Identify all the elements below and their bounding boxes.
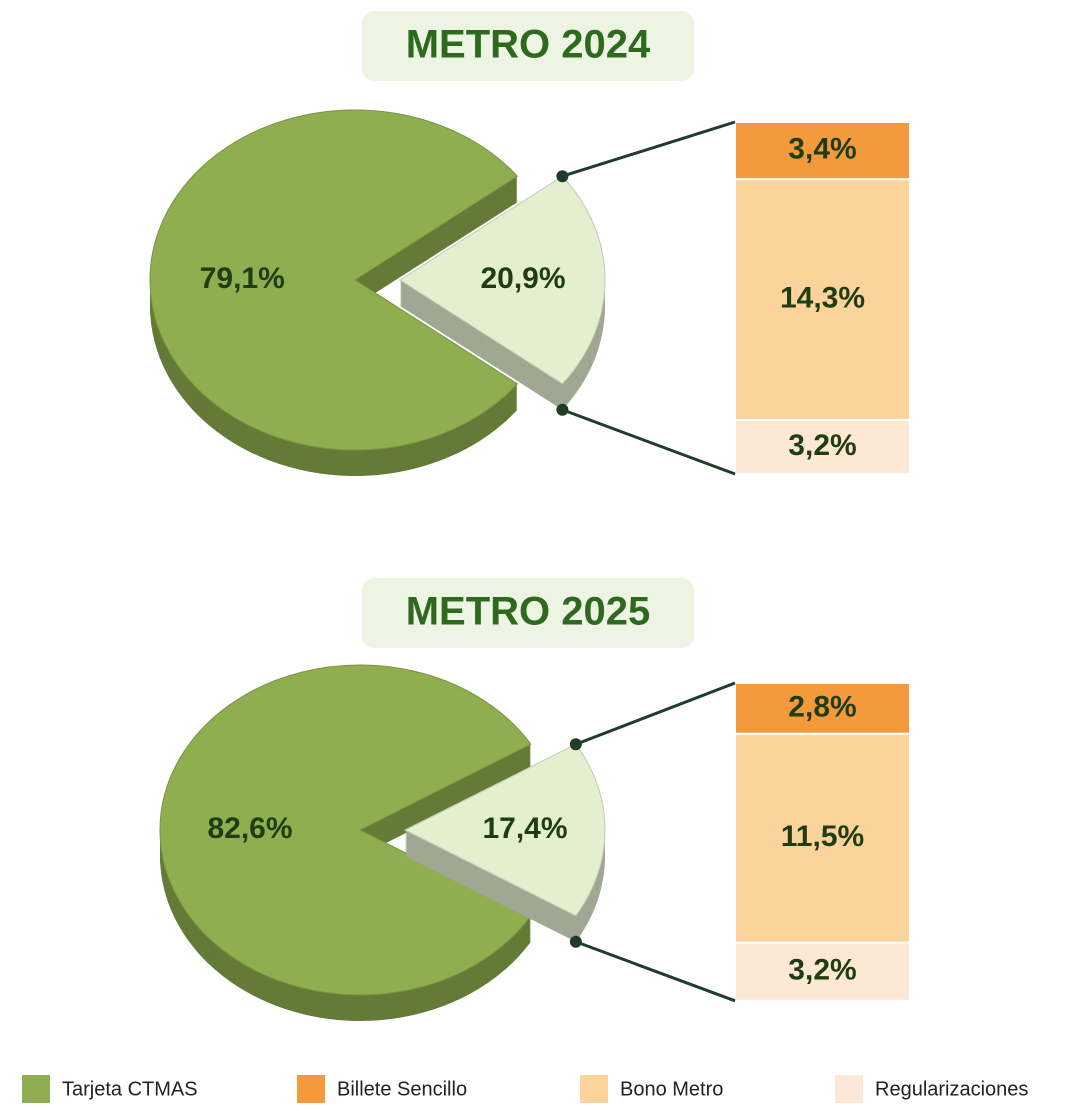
bar-segment [734, 732, 911, 944]
connector-dot [556, 170, 569, 183]
chart-title: METRO 2025 [406, 590, 651, 634]
bar-label: 3,4% [788, 133, 856, 166]
bar-segment [734, 682, 911, 735]
bar-label: 3,2% [788, 429, 856, 462]
bar-label: 3,2% [788, 954, 856, 987]
pie-slice [159, 664, 532, 996]
connector [575, 940, 736, 1003]
bar-segment [734, 419, 911, 475]
legend-swatch [580, 1075, 608, 1103]
pie-slice [149, 109, 519, 451]
connector [561, 408, 736, 476]
connector-dot [569, 738, 582, 751]
legend-label: Billete Sencillo [337, 1078, 467, 1100]
pie-slice [403, 743, 606, 917]
bar-label: 11,5% [781, 820, 864, 853]
connector-dot [569, 935, 582, 948]
pie-label: 79,1% [200, 262, 285, 295]
legend-label: Regularizaciones [875, 1078, 1028, 1100]
connector [561, 120, 736, 178]
pie-slice [399, 175, 606, 385]
connector-dot [556, 403, 569, 416]
legend-swatch [297, 1075, 325, 1103]
bar-segment [734, 941, 911, 1002]
title-box [362, 11, 694, 81]
legend-label: Tarjeta CTMAS [62, 1078, 198, 1100]
pie-label: 17,4% [482, 812, 567, 845]
connector [575, 681, 736, 746]
chart-title: METRO 2024 [406, 23, 651, 67]
legend-label: Bono Metro [620, 1078, 723, 1100]
legend-swatch [22, 1075, 50, 1103]
pie-label: 20,9% [480, 262, 565, 295]
bar-label: 14,3% [780, 282, 865, 315]
title-box [362, 578, 694, 648]
bar-label: 2,8% [788, 690, 856, 723]
bar-segment [734, 178, 911, 422]
legend-swatch [835, 1075, 863, 1103]
pie-label: 82,6% [207, 812, 292, 845]
